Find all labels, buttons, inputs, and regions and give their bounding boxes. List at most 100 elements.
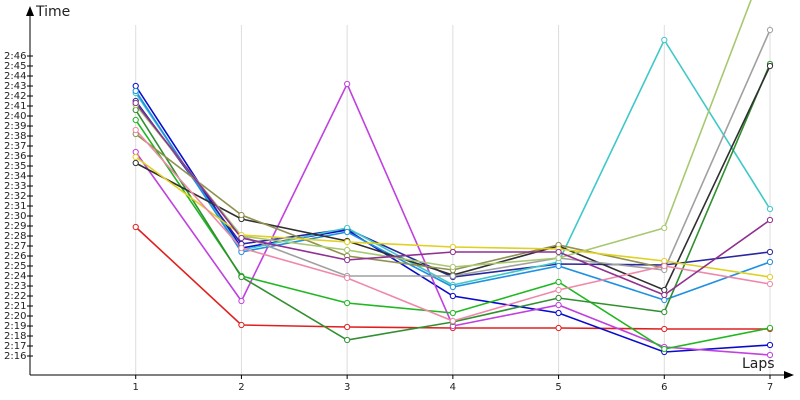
- point: [661, 286, 668, 294]
- point: [661, 296, 668, 304]
- y-tick-label: 2:39: [4, 121, 26, 132]
- point: [661, 262, 668, 270]
- point: [238, 321, 245, 329]
- point: [449, 292, 456, 300]
- point: [344, 80, 351, 88]
- point: [766, 324, 774, 332]
- point: [555, 278, 562, 286]
- point: [661, 325, 668, 333]
- y-tick-label: 2:17: [4, 341, 26, 352]
- y-tick-label: 2:40: [4, 111, 26, 122]
- point: [238, 297, 245, 305]
- y-tick-label: 2:22: [4, 291, 26, 302]
- y-arrow: [26, 6, 34, 16]
- y-tick-label: 2:31: [4, 201, 26, 212]
- point: [132, 106, 139, 114]
- point: [766, 216, 774, 224]
- point: [766, 26, 774, 34]
- y-tick-label: 2:28: [4, 231, 26, 242]
- x-tick-label: 5: [555, 382, 561, 393]
- x-tick-label: 3: [344, 382, 350, 393]
- y-tick-label: 2:19: [4, 321, 26, 332]
- point: [766, 351, 774, 359]
- plot-area: [132, 0, 774, 359]
- y-tick-label: 2:27: [4, 241, 26, 252]
- point: [555, 301, 562, 309]
- point: [238, 234, 245, 242]
- y-tick-label: 2:43: [4, 81, 26, 92]
- y-tick-label: 2:23: [4, 281, 26, 292]
- point: [449, 272, 456, 280]
- point: [344, 228, 351, 236]
- point: [661, 224, 668, 232]
- y-tick-label: 2:37: [4, 141, 26, 152]
- point: [449, 283, 456, 291]
- point: [661, 291, 668, 299]
- x-tick-label: 4: [450, 382, 456, 393]
- y-tick-label: 2:21: [4, 301, 26, 312]
- point: [344, 256, 351, 264]
- point: [661, 36, 668, 44]
- y-tick-label: 2:34: [4, 171, 26, 182]
- x-tick-label: 2: [238, 382, 244, 393]
- y-tick-label: 2:20: [4, 311, 26, 322]
- y-tick-label: 2:41: [4, 101, 26, 112]
- y-tick-label: 2:32: [4, 191, 26, 202]
- y-tick-label: 2:24: [4, 271, 26, 282]
- point: [555, 254, 562, 262]
- point: [449, 309, 456, 317]
- point: [766, 248, 774, 256]
- point: [132, 116, 139, 124]
- point: [555, 286, 562, 294]
- y-tick-label: 2:18: [4, 331, 26, 342]
- point: [132, 153, 139, 161]
- point: [344, 274, 351, 282]
- point: [661, 308, 668, 316]
- point: [766, 280, 774, 288]
- point: [555, 248, 562, 256]
- series-line: [135, 133, 665, 271]
- y-tick-label: 2:16: [4, 351, 26, 362]
- y-tick-label: 2:26: [4, 251, 26, 262]
- point: [766, 62, 774, 70]
- y-axis-title: Time: [35, 4, 70, 20]
- y-tick-label: 2:38: [4, 131, 26, 142]
- y-tick-label: 2:29: [4, 221, 26, 232]
- y-tick-label: 2:45: [4, 61, 26, 72]
- point: [555, 262, 562, 270]
- point: [344, 323, 351, 331]
- point: [449, 248, 456, 256]
- point: [555, 294, 562, 302]
- point: [238, 273, 245, 281]
- y-tick-label: 2:35: [4, 161, 26, 172]
- point: [344, 238, 351, 246]
- x-tick-label: 7: [767, 382, 773, 393]
- point: [132, 99, 139, 107]
- point: [555, 309, 562, 317]
- point: [132, 82, 139, 90]
- point: [661, 345, 668, 353]
- x-tick-label: 6: [661, 382, 667, 393]
- y-tick-label: 2:33: [4, 181, 26, 192]
- y-tick-label: 2:42: [4, 91, 26, 102]
- point: [132, 126, 139, 134]
- y-tick-label: 2:46: [4, 51, 26, 62]
- point: [132, 223, 139, 231]
- x-axis-title: Laps: [742, 356, 775, 372]
- point: [555, 324, 562, 332]
- y-tick-label: 2:36: [4, 151, 26, 162]
- point: [238, 244, 245, 252]
- point: [344, 336, 351, 344]
- y-tick-label: 2:44: [4, 71, 26, 82]
- y-tick-label: 2:25: [4, 261, 26, 272]
- y-tick-label: 2:30: [4, 211, 26, 222]
- point: [766, 341, 774, 349]
- point: [344, 299, 351, 307]
- point: [766, 273, 774, 281]
- point: [132, 159, 139, 167]
- point: [132, 148, 139, 156]
- x-tick-label: 1: [133, 382, 139, 393]
- point: [449, 263, 456, 271]
